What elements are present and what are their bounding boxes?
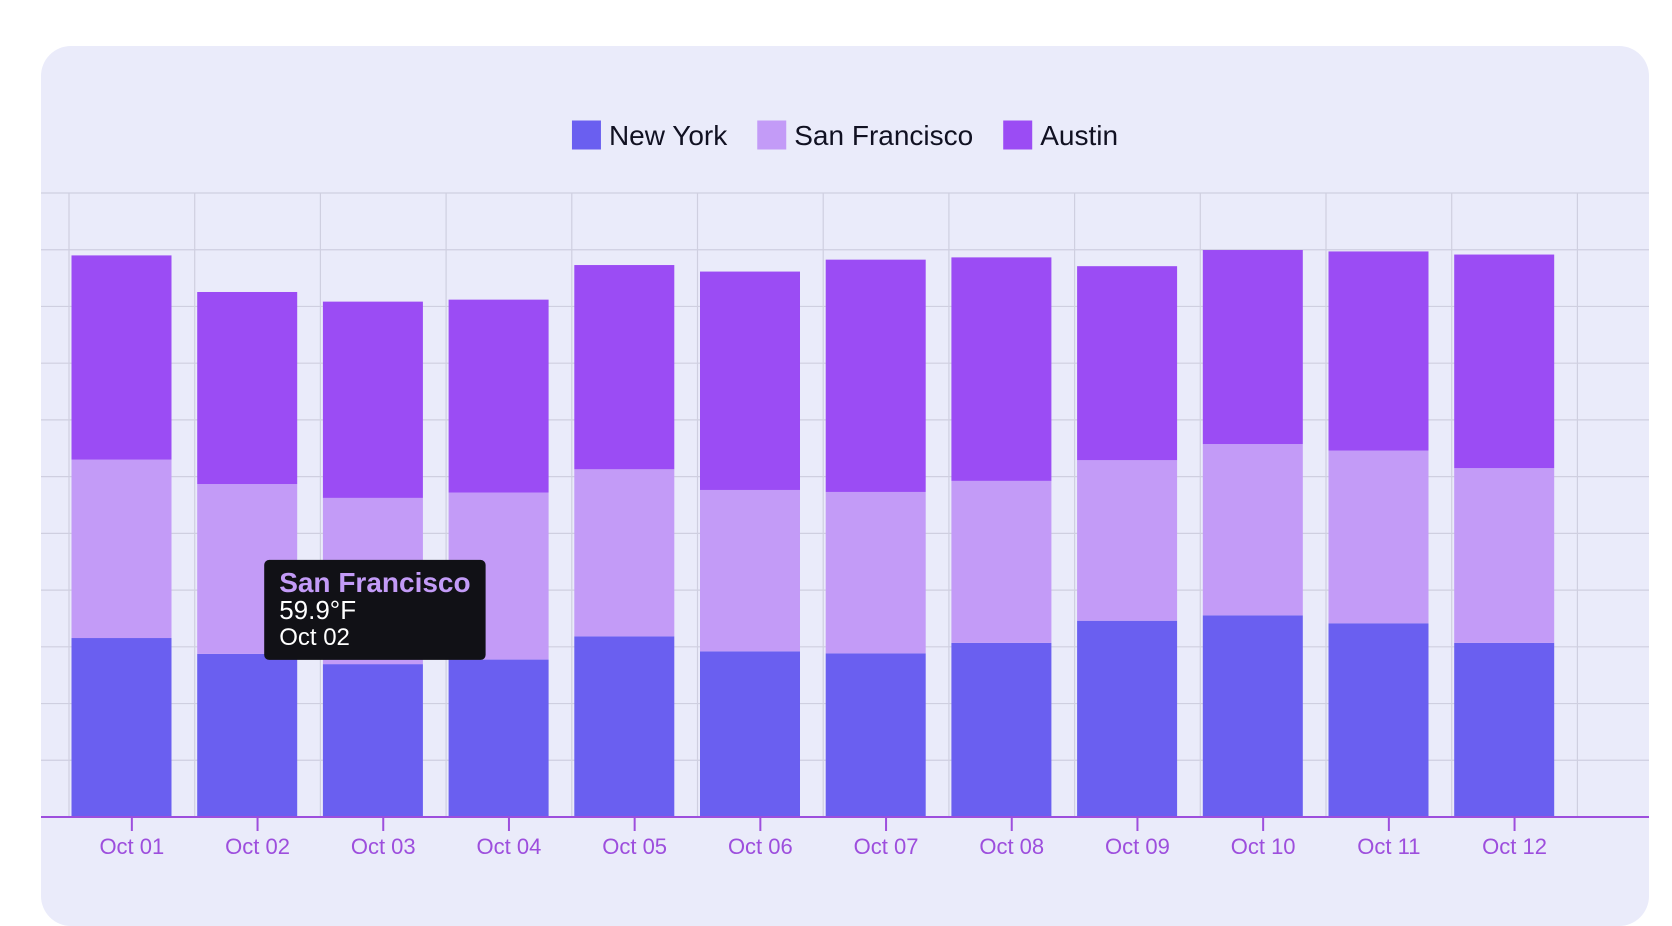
bar-austin[interactable]	[951, 257, 1052, 481]
bar-san-francisco[interactable]	[825, 491, 926, 654]
tooltip: San Francisco 59.9°F Oct 02	[264, 559, 486, 660]
x-tick-label: Oct 04	[477, 834, 542, 859]
bar-new-york[interactable]	[825, 653, 926, 817]
bar-austin[interactable]	[1077, 266, 1178, 461]
bar-san-francisco[interactable]	[700, 489, 800, 652]
bar-new-york[interactable]	[951, 642, 1052, 817]
legend-item-new-york[interactable]: New York	[571, 120, 728, 151]
tooltip-value: 59.9°F	[279, 595, 356, 625]
legend-swatch	[571, 120, 601, 150]
bar-san-francisco[interactable]	[1202, 444, 1303, 616]
bar-new-york[interactable]	[71, 638, 172, 817]
x-tick-label: Oct 06	[728, 834, 793, 859]
bar-new-york[interactable]	[574, 636, 675, 817]
tooltip-background	[264, 559, 486, 660]
legend: New York San Francisco Austin	[571, 120, 1118, 151]
bar-austin[interactable]	[448, 299, 549, 493]
x-tick-label: Oct 08	[979, 834, 1044, 859]
bar-new-york[interactable]	[322, 664, 423, 817]
bar-new-york[interactable]	[1328, 623, 1429, 817]
bar-new-york[interactable]	[1454, 642, 1555, 817]
bar-new-york[interactable]	[700, 651, 800, 817]
bar-austin[interactable]	[574, 265, 675, 470]
x-axis: Oct 01 Oct 02 Oct 03 Oct 04 Oct 05 Oct 06 Oct …	[41, 816, 1649, 859]
stacked-bar-chart: Oct 01 Oct 02 Oct 03 Oct 04 Oct 05 Oct 06 Oct …	[41, 120, 1649, 859]
x-tick-label: Oct 10	[1231, 834, 1296, 859]
legend-swatch	[757, 120, 787, 150]
legend-item-san-francisco[interactable]: San Francisco	[757, 120, 973, 151]
x-tick-label: Oct 01	[99, 834, 164, 859]
legend-label: San Francisco	[794, 120, 973, 151]
legend-label: Austin	[1040, 120, 1118, 151]
legend-swatch	[1003, 120, 1033, 150]
bar-austin[interactable]	[197, 291, 298, 485]
x-tick-label: Oct 05	[602, 834, 667, 859]
bar-san-francisco[interactable]	[1454, 468, 1555, 643]
bar-san-francisco[interactable]	[951, 480, 1052, 643]
bar-austin[interactable]	[322, 301, 423, 498]
x-tick-label: Oct 09	[1105, 834, 1170, 859]
x-tick-label: Oct 03	[351, 834, 416, 859]
bar-san-francisco[interactable]	[574, 469, 675, 637]
chart-card: Oct 01 Oct 02 Oct 03 Oct 04 Oct 05 Oct 06 Oct …	[41, 46, 1649, 926]
bar-new-york[interactable]	[1202, 615, 1303, 817]
bar-austin[interactable]	[1202, 250, 1303, 445]
x-tick-label: Oct 07	[854, 834, 919, 859]
x-tick-label: Oct 02	[225, 834, 290, 859]
bar-austin[interactable]	[825, 259, 926, 492]
bar-austin[interactable]	[1328, 251, 1429, 451]
tooltip-category: Oct 02	[279, 624, 350, 651]
bar-new-york[interactable]	[1077, 620, 1178, 817]
bar-austin[interactable]	[71, 255, 172, 460]
bar-san-francisco[interactable]	[1077, 460, 1178, 621]
x-tick-label: Oct 11	[1357, 834, 1420, 859]
bar-san-francisco[interactable]	[71, 459, 172, 639]
bar-austin[interactable]	[700, 271, 800, 490]
bar-austin[interactable]	[1454, 254, 1555, 469]
x-tick-label: Oct 12	[1482, 834, 1547, 859]
bar-san-francisco[interactable]	[1328, 450, 1429, 624]
bar-new-york[interactable]	[197, 653, 298, 817]
legend-label: New York	[609, 120, 728, 151]
tooltip-series-name: San Francisco	[279, 567, 470, 598]
legend-item-austin[interactable]: Austin	[1003, 120, 1118, 151]
bar-new-york[interactable]	[448, 659, 549, 817]
